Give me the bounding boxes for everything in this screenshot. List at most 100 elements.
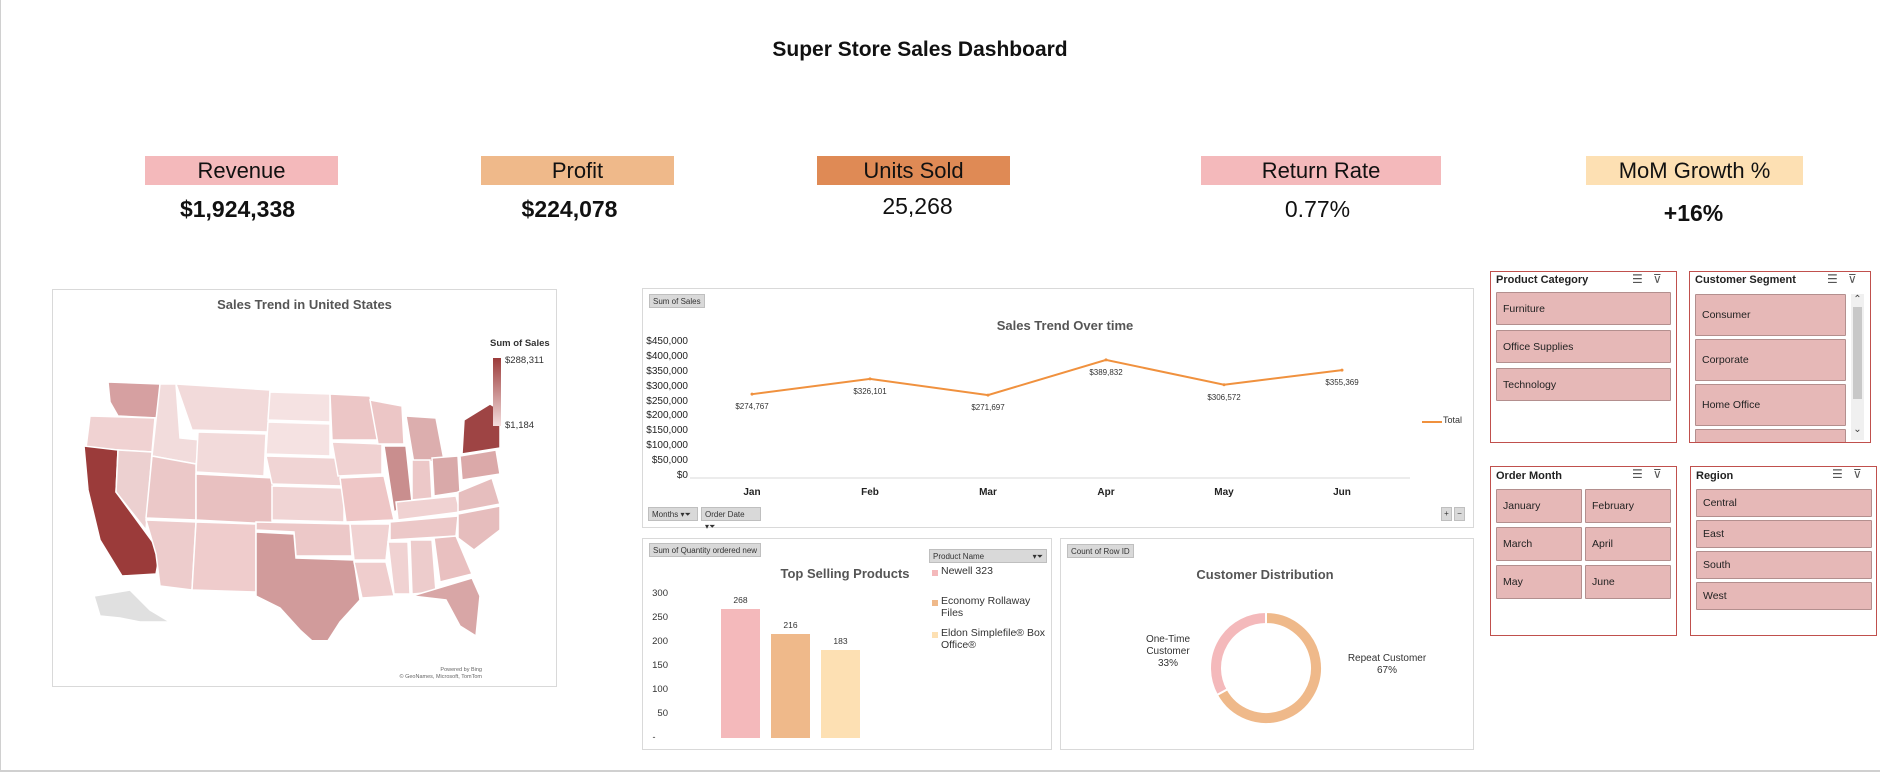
slicer-item-office-supplies[interactable]: Office Supplies [1496, 330, 1671, 363]
x-tick-label: Jan [743, 487, 761, 498]
clear-filter-icon[interactable]: ⊽ [1848, 272, 1857, 286]
multi-select-icon[interactable]: ☰ [1827, 272, 1838, 286]
region-slicer[interactable]: Region ☰ ⊽ Central East South West [1690, 466, 1877, 636]
x-tick-label: Mar [979, 487, 997, 498]
slicer-item-april[interactable]: April [1585, 527, 1671, 561]
bar-y-tick-label: 100 [652, 684, 668, 695]
slicer-item-home-office[interactable]: Home Office [1695, 384, 1846, 426]
clear-filter-icon[interactable]: ⊽ [1653, 467, 1662, 481]
map-state-kansas [271, 485, 345, 523]
sales-point [1222, 383, 1226, 387]
map-state-wisconsin [369, 399, 405, 445]
top-products-title: Top Selling Products [780, 566, 910, 581]
slicer-scrollbar[interactable]: ⌃ ⌄ [1851, 294, 1864, 440]
map-state-virginia [457, 476, 500, 513]
y-tick-label: $300,000 [646, 380, 688, 392]
scroll-down-icon[interactable]: ⌄ [1853, 424, 1862, 435]
slicer-item-june[interactable]: June [1585, 565, 1671, 599]
map-state-alaska [93, 589, 173, 623]
multi-select-icon[interactable]: ☰ [1832, 467, 1843, 481]
product-category-slicer[interactable]: Product Category ☰ ⊽ Furniture Office Su… [1490, 271, 1677, 443]
multi-select-icon[interactable]: ☰ [1632, 467, 1643, 481]
multi-select-icon[interactable]: ☰ [1632, 272, 1643, 286]
y-tick-label: $250,000 [646, 395, 688, 407]
product-bar [821, 650, 860, 738]
map-state-new-york [461, 403, 500, 455]
bar-y-tick-label: 200 [652, 636, 668, 647]
order-date-filter-button[interactable]: Order Date ▾⏷ [701, 507, 761, 531]
map-state-nevada [115, 449, 153, 532]
product-category-slicer-title: Product Category [1496, 274, 1589, 286]
y-tick-label: $450,000 [646, 336, 688, 347]
map-state-wyoming [195, 431, 267, 477]
map-state-north-dakota [267, 391, 331, 423]
clear-filter-icon[interactable]: ⊽ [1653, 272, 1662, 286]
sales-trend-legend-label: Total [1443, 415, 1463, 425]
legend-swatch [932, 632, 938, 638]
y-tick-label: $200,000 [646, 410, 688, 422]
scroll-thumb[interactable] [1853, 307, 1862, 399]
map-state-oregon [85, 415, 156, 453]
slicer-item-west[interactable]: West [1696, 582, 1872, 610]
product-bar-value: 183 [833, 636, 848, 647]
map-state-colorado [195, 473, 275, 525]
sales-point [750, 392, 754, 396]
customer-segment-slicer[interactable]: Customer Segment ☰ ⊽ Consumer Corporate … [1689, 271, 1871, 443]
map-state-carolinas [457, 505, 500, 551]
product-bar [721, 609, 760, 738]
sum-quantity-field-button[interactable]: Sum of Quantity ordered new [649, 543, 762, 557]
map-credit-sources: © GeoNames, Microsoft, TomTom [399, 674, 483, 680]
sum-of-sales-field-button[interactable]: Sum of Sales [649, 294, 705, 308]
slicer-item-central[interactable]: Central [1696, 489, 1872, 517]
scroll-up-icon[interactable]: ⌃ [1853, 294, 1862, 305]
product-name-filter-icon: ▾⏷ [1032, 552, 1043, 561]
slicer-item-technology[interactable]: Technology [1496, 368, 1671, 401]
slicer-item-march[interactable]: March [1496, 527, 1582, 561]
expand-field-button[interactable]: + [1441, 507, 1452, 521]
map-chart-title: Sales Trend in United States [217, 297, 392, 312]
map-state-iowa [331, 441, 383, 477]
y-tick-label: $0 [676, 470, 688, 481]
count-row-id-field-button[interactable]: Count of Row ID [1067, 544, 1134, 558]
clear-filter-icon[interactable]: ⊽ [1853, 467, 1862, 481]
kpi-mom-value: +16% [1663, 200, 1724, 226]
slicer-item-east[interactable]: East [1696, 520, 1872, 548]
kpi-profit-label: Profit [481, 156, 674, 185]
sales-point [868, 377, 872, 381]
product-name-filter-button[interactable]: Product Name ▾⏷ [929, 549, 1047, 563]
months-filter-button[interactable]: Months ▾⏷ [648, 507, 698, 521]
map-state-ohio [431, 455, 461, 497]
order-date-filter-icon: ▾⏷ [705, 522, 716, 531]
kpi-revenue-value: $1,924,338 [179, 196, 296, 222]
sales-total-line [751, 358, 1343, 397]
slicer-item-south[interactable]: South [1696, 551, 1872, 579]
map-state-indiana [411, 459, 433, 501]
product-bar-value: 268 [733, 595, 748, 606]
order-month-slicer[interactable]: Order Month ☰ ⊽ January February March A… [1490, 466, 1677, 636]
sales-trend-legend-swatch [1422, 421, 1442, 423]
slicer-item-furniture[interactable]: Furniture [1496, 292, 1671, 325]
slicer-item-february[interactable]: February [1585, 489, 1671, 523]
map-legend-max: $288,311 [505, 355, 544, 366]
slicer-item-corporate[interactable]: Corporate [1695, 339, 1846, 381]
one-time-customer-label: One-Time Customer 33% [1118, 634, 1218, 670]
map-legend-title: Sum of Sales [490, 338, 550, 349]
map-legend-gradient [493, 358, 501, 426]
slicer-item-january[interactable]: January [1496, 489, 1582, 523]
slicer-item-consumer[interactable]: Consumer [1695, 294, 1846, 336]
map-state-missouri [339, 475, 395, 523]
map-state-georgia [433, 535, 474, 583]
collapse-field-button[interactable]: − [1454, 507, 1465, 521]
map-state-montana [174, 383, 271, 433]
x-tick-label: May [1214, 487, 1234, 498]
y-tick-label: $400,000 [646, 350, 688, 362]
sales-trend-panel[interactable] [642, 288, 1474, 528]
sales-point [986, 393, 990, 397]
bar-y-tick-label: 150 [652, 660, 668, 671]
top-products-y-axis-min: - [652, 732, 656, 742]
sales-point [1340, 368, 1344, 372]
kpi-profit-value: $224,078 [521, 196, 618, 222]
slicer-item-may[interactable]: May [1496, 565, 1582, 599]
bar-y-tick-label: 250 [652, 612, 668, 623]
customer-donut-chart [1209, 610, 1323, 725]
